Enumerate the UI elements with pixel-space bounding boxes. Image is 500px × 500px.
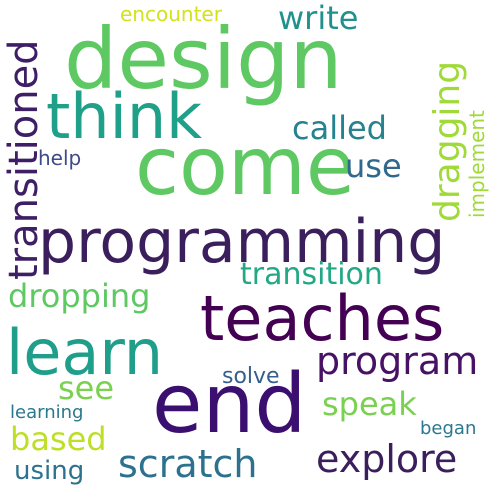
word-scratch: scratch bbox=[118, 442, 258, 486]
word-encounter: encounter bbox=[120, 2, 222, 26]
word-think: think bbox=[46, 80, 203, 153]
word-transition: transition bbox=[240, 257, 383, 292]
word-explore: explore bbox=[316, 437, 458, 481]
word-design: design bbox=[64, 10, 343, 108]
word-began: began bbox=[420, 418, 477, 439]
word-learning: learning bbox=[10, 402, 84, 423]
word-come: come bbox=[135, 120, 356, 213]
word-teaches: teaches bbox=[200, 282, 445, 355]
word-write: write bbox=[278, 0, 359, 37]
word-using: using bbox=[14, 456, 85, 486]
word-programming: programming bbox=[38, 207, 446, 277]
word-program: program bbox=[316, 339, 479, 383]
word-end: end bbox=[152, 357, 307, 452]
word-use: use bbox=[345, 147, 402, 185]
word-dragging: dragging bbox=[427, 60, 468, 222]
word-see: see bbox=[58, 369, 115, 407]
word-help: help bbox=[38, 146, 82, 170]
word-transitioned: transitioned bbox=[1, 39, 47, 280]
word-speak: speak bbox=[322, 385, 417, 423]
word-dropping: dropping bbox=[8, 277, 151, 315]
word-solve: solve bbox=[222, 364, 280, 389]
word-called: called bbox=[292, 109, 387, 147]
word-implement: implement bbox=[465, 110, 489, 218]
word-based: based bbox=[10, 420, 107, 458]
word-learn: learn bbox=[6, 316, 164, 389]
